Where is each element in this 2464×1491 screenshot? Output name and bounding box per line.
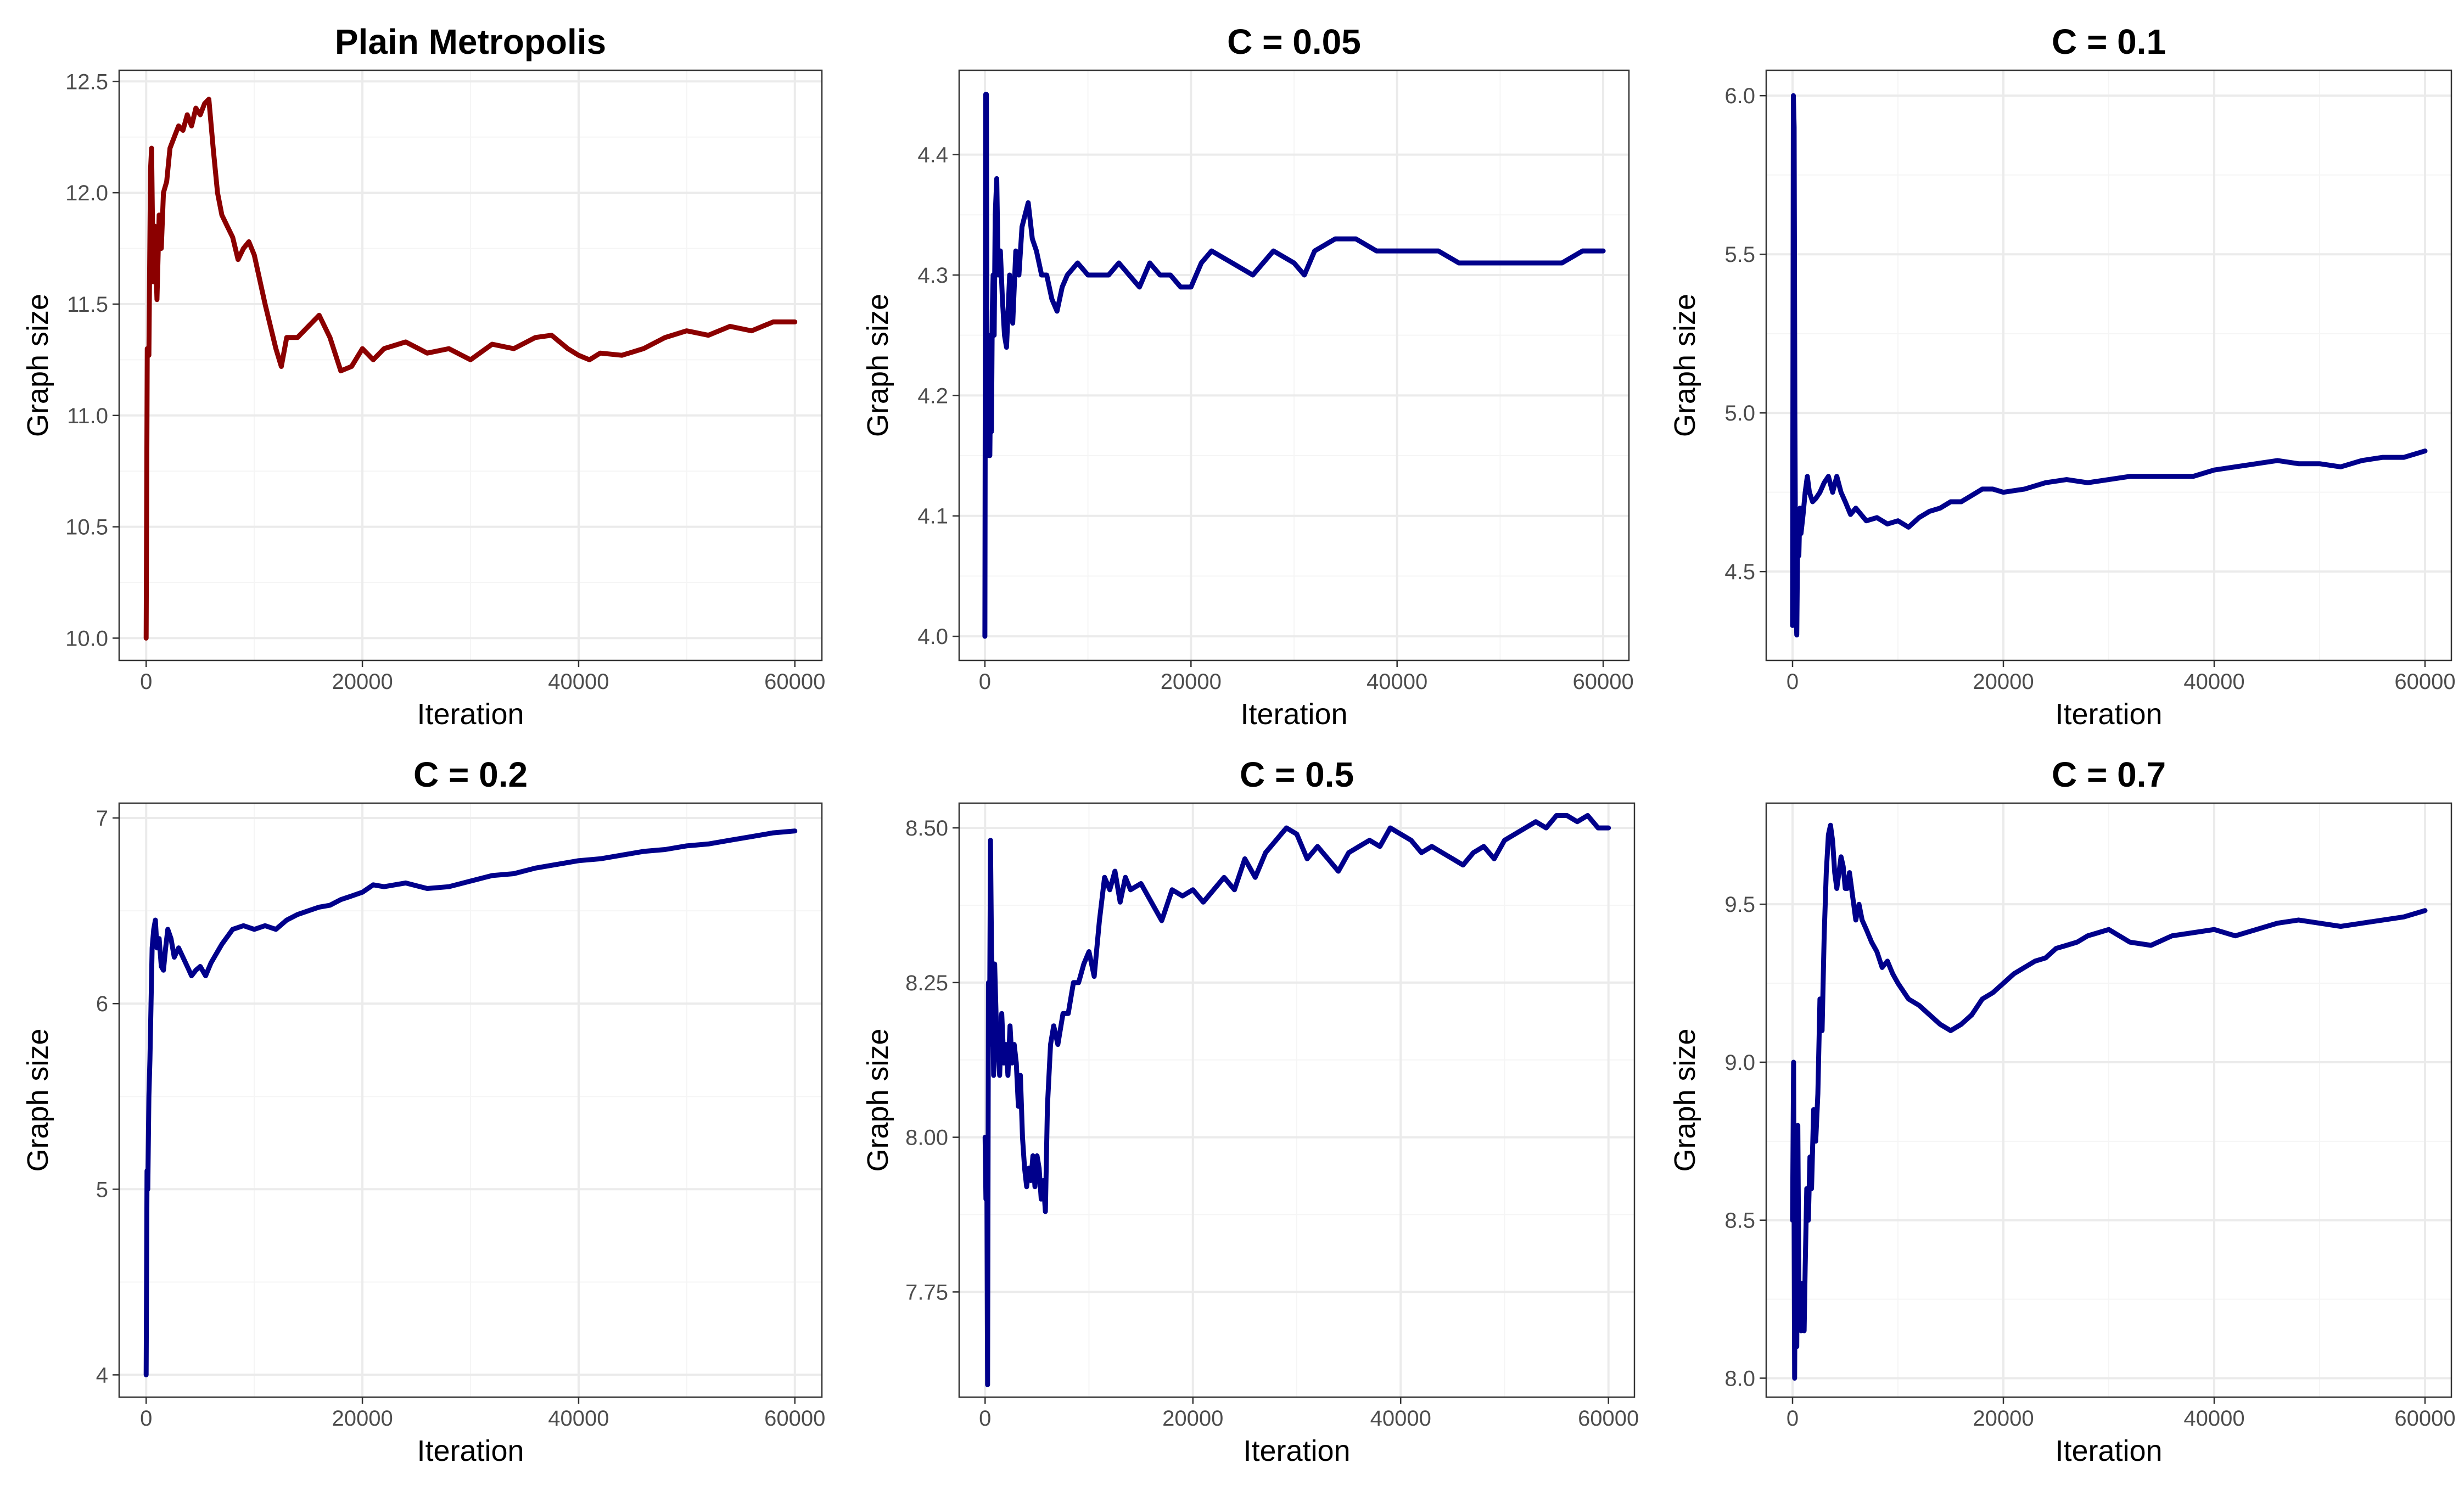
x-axis-title: Iteration — [417, 698, 524, 731]
x-tick-label: 20000 — [1973, 1406, 2034, 1431]
x-tick-label: 20000 — [1161, 670, 1222, 694]
plot-frame — [1765, 802, 2452, 1398]
y-tick-label: 7.75 — [905, 1280, 948, 1304]
y-tick-label: 8.0 — [1724, 1366, 1755, 1391]
chart-title: Plain Metropolis — [335, 22, 606, 61]
y-tick-label: 4.3 — [917, 264, 948, 288]
y-tick-label: 4.5 — [1724, 560, 1755, 584]
y-tick-label: 8.50 — [905, 816, 948, 840]
y-axis-title: Graph size — [21, 1028, 54, 1172]
x-tick-label: 60000 — [1578, 1406, 1639, 1431]
y-axis-title: Graph size — [861, 1028, 894, 1172]
y-tick-label: 5.0 — [1724, 401, 1755, 425]
y-tick-label: 8.5 — [1724, 1209, 1755, 1233]
chart-panel-5: 0 20000 40000 60000 7.75 8.00 8.25 8.50 C = 0.5 I… — [861, 755, 1639, 1467]
x-axis-title: Iteration — [2055, 698, 2162, 731]
y-axis-title: Graph size — [861, 294, 894, 437]
series-line — [143, 97, 798, 641]
chart-panel-6: 0 20000 40000 60000 8.0 8.5 9.0 9.5 C = 0.7 Itera… — [1668, 755, 2456, 1467]
y-tick-label: 10.5 — [65, 515, 108, 540]
x-tick-label: 40000 — [2183, 1406, 2244, 1431]
y-tick-label: 8.00 — [905, 1126, 948, 1150]
x-tick-label: 40000 — [548, 670, 609, 694]
chart-title: C = 0.7 — [2052, 755, 2166, 794]
chart-title: C = 0.5 — [1240, 755, 1354, 794]
x-tick-label: 20000 — [1973, 670, 2034, 694]
x-axis-title: Iteration — [2055, 1434, 2162, 1467]
x-tick-label: 60000 — [764, 670, 825, 694]
series-line — [143, 828, 798, 1377]
y-tick-label: 12.5 — [65, 70, 108, 94]
y-tick-label: 8.25 — [905, 971, 948, 995]
chart-panel-4: 0 20000 40000 60000 4 5 6 7 C = 0.2 Iteration Grap… — [21, 755, 825, 1467]
chart-panel-3: 0 20000 40000 60000 4.5 5.0 5.5 6.0 C = 0.1 Itera… — [1668, 22, 2456, 731]
y-axis-title: Graph size — [1668, 294, 1701, 437]
chart-title: C = 0.05 — [1227, 22, 1361, 61]
x-tick-label: 0 — [1787, 670, 1799, 694]
series-line — [982, 92, 1606, 639]
y-axis-title: Graph size — [1668, 1028, 1701, 1172]
chart-panel-2: 0 20000 40000 60000 4.0 4.1 4.2 4.3 4.4 C = 0.05 I… — [861, 22, 1634, 731]
y-tick-label: 9.5 — [1724, 893, 1755, 917]
plot-frame — [1765, 69, 2452, 662]
y-tick-label: 4.0 — [917, 625, 948, 649]
x-tick-label: 60000 — [764, 1406, 825, 1431]
y-tick-label: 12.0 — [65, 181, 108, 205]
y-tick-label: 4.1 — [917, 505, 948, 529]
x-tick-label: 60000 — [2394, 1406, 2455, 1431]
x-tick-label: 0 — [140, 670, 152, 694]
y-axis-title: Graph size — [21, 294, 54, 437]
y-tick-label: 4 — [96, 1363, 108, 1387]
x-tick-label: 60000 — [2394, 670, 2455, 694]
y-tick-label: 6.0 — [1724, 84, 1755, 108]
chart-panel-1: 0 20000 40000 60000 10.0 10.5 11.0 11.5 12.0 12.5… — [21, 22, 825, 731]
x-tick-label: 20000 — [332, 1406, 393, 1431]
x-tick-label: 40000 — [1367, 670, 1427, 694]
plot-frame — [958, 802, 1636, 1398]
y-tick-label: 5 — [96, 1178, 108, 1202]
plot-frame — [118, 69, 823, 662]
y-tick-label: 5.5 — [1724, 243, 1755, 267]
series-line — [1790, 822, 2428, 1381]
x-tick-label: 0 — [979, 1406, 991, 1431]
x-tick-label: 40000 — [2183, 670, 2244, 694]
y-tick-label: 11.0 — [67, 404, 108, 428]
x-axis-title: Iteration — [417, 1434, 524, 1467]
series-line — [982, 813, 1611, 1387]
series-line — [1790, 93, 2428, 638]
y-tick-label: 4.2 — [917, 384, 948, 408]
y-tick-label: 9.0 — [1724, 1051, 1755, 1075]
x-axis-title: Iteration — [1243, 1434, 1350, 1467]
y-tick-label: 7 — [96, 806, 108, 831]
chart-title: C = 0.1 — [2052, 22, 2166, 61]
chart-title: C = 0.2 — [413, 755, 528, 794]
x-tick-label: 40000 — [548, 1406, 609, 1431]
x-axis-title: Iteration — [1240, 698, 1347, 731]
plot-frame — [118, 802, 823, 1398]
plot-frame — [958, 69, 1630, 662]
x-tick-label: 20000 — [332, 670, 393, 694]
y-tick-label: 4.4 — [917, 143, 948, 167]
x-tick-label: 0 — [979, 670, 991, 694]
x-tick-label: 0 — [1787, 1406, 1799, 1431]
y-tick-label: 11.5 — [67, 293, 108, 317]
x-tick-label: 20000 — [1162, 1406, 1223, 1431]
x-tick-label: 60000 — [1572, 670, 1633, 694]
x-tick-label: 40000 — [1370, 1406, 1431, 1431]
y-tick-label: 6 — [96, 992, 108, 1016]
x-tick-label: 0 — [140, 1406, 152, 1431]
y-tick-label: 10.0 — [65, 626, 108, 651]
